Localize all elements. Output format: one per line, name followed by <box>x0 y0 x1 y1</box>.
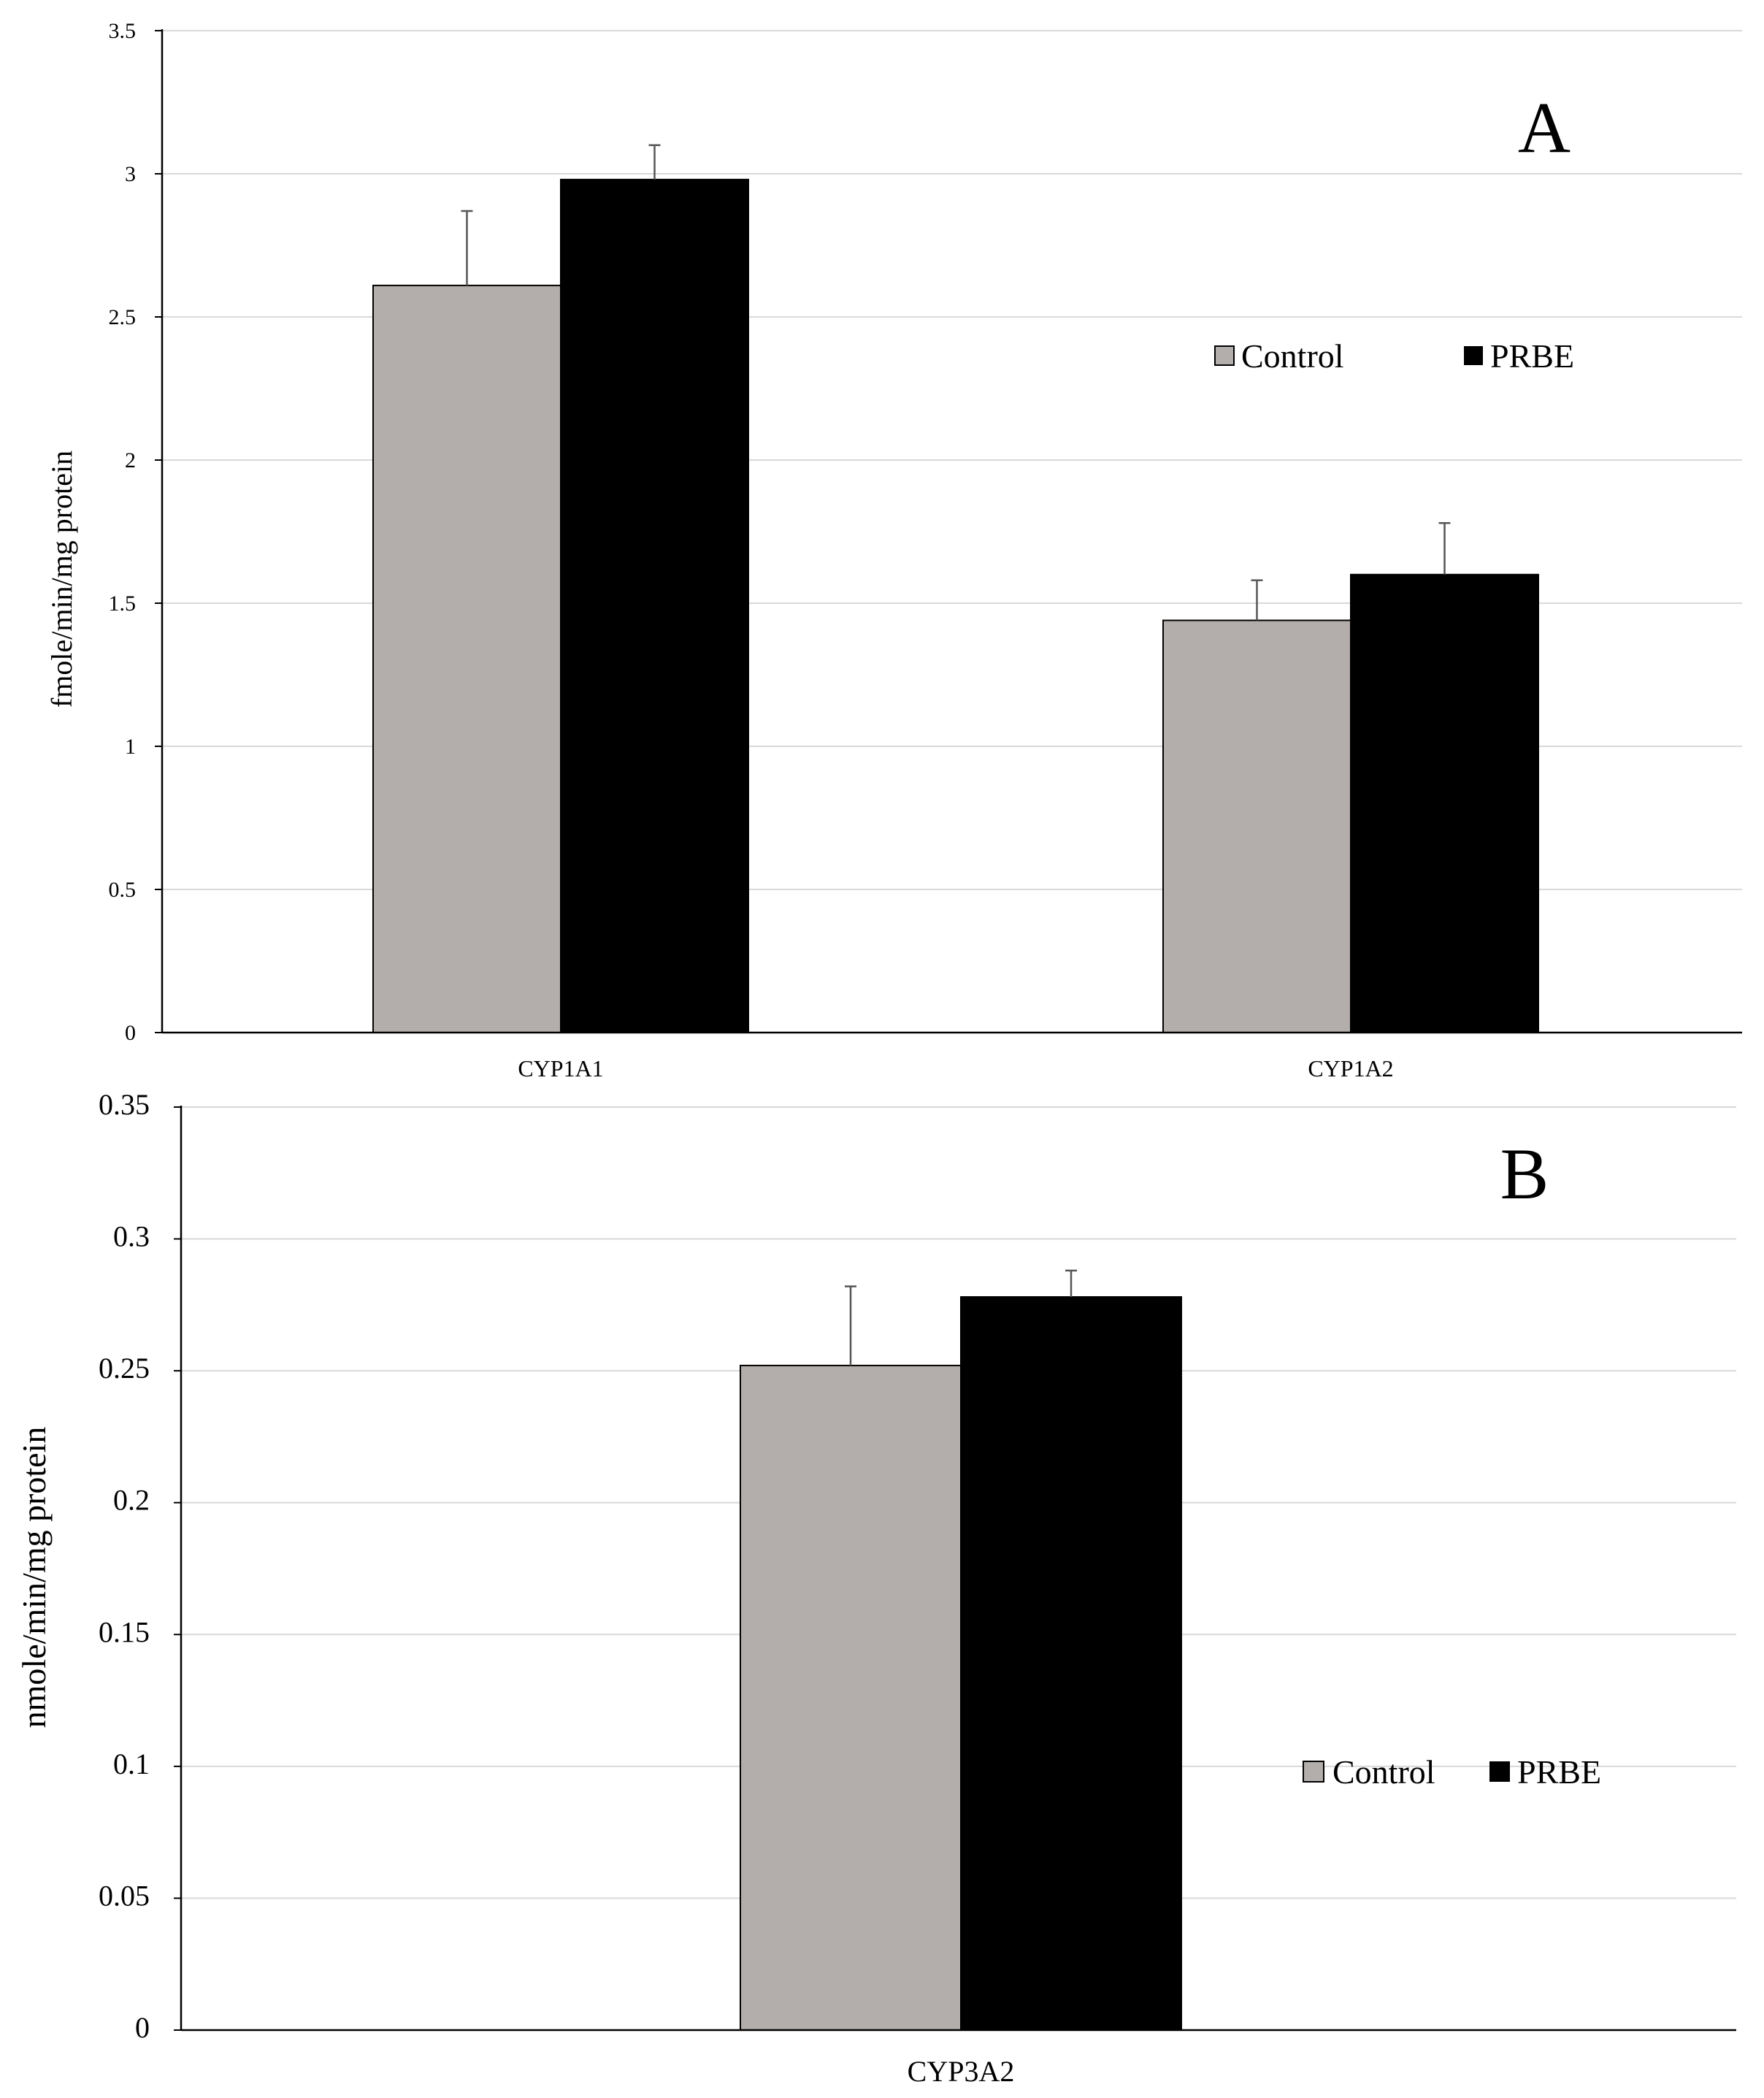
y-tick-label-b: 0.35 <box>99 1088 150 1121</box>
y-tick-label-b: 0.2 <box>113 1484 150 1517</box>
error-bars-b <box>845 1269 1077 1366</box>
y-tick-label-b: 0.1 <box>113 1747 150 1780</box>
y-tick-label-a: 2 <box>125 448 136 472</box>
bar-prbe-cyp3a2 <box>960 1296 1182 2031</box>
error-bars-a <box>461 144 1451 621</box>
x-category-label-cyp3a2: CYP3A2 <box>908 2055 1015 2088</box>
y-tick-label-b: 0.3 <box>113 1220 150 1253</box>
y-tick-label-b: 0.05 <box>99 1879 150 1912</box>
y-tick-label-a: 1 <box>125 735 136 759</box>
y-ticks-b: 0 0.05 0.1 0.15 0.2 0.25 0.3 0.35 <box>99 1088 181 2044</box>
legend-swatch-control-b <box>1303 1761 1324 1783</box>
y-tick-label-a: 0.5 <box>109 878 137 902</box>
y-axis-label-a: fmole/min/mg protein <box>45 451 78 708</box>
y-tick-label-a: 3.5 <box>109 19 137 43</box>
x-categories-a: CYP1A1 CYP1A2 <box>518 1055 1393 1081</box>
y-tick-label-a: 2.5 <box>109 305 137 329</box>
legend-label-control-b: Control <box>1332 1753 1435 1791</box>
bar-control-cyp1a1 <box>372 284 561 1033</box>
bars-b <box>740 1296 1182 2032</box>
legend-label-prbe-b: PRBE <box>1517 1753 1601 1791</box>
legend-swatch-prbe-b <box>1489 1761 1510 1782</box>
legend-swatch-control-a <box>1214 345 1235 366</box>
legend-swatch-prbe-a <box>1464 346 1483 365</box>
y-tick-label-b: 0.15 <box>99 1615 150 1648</box>
y-ticks-a: 0 0.5 1 1.5 2 2.5 3 3.5 <box>109 19 162 1045</box>
chart-panel-b: 0 0.05 0.1 0.15 0.2 0.25 0.3 0.35 CYP3A2 nmole/… <box>15 1088 1736 2088</box>
x-category-label-cyp1a2: CYP1A2 <box>1308 1055 1393 1081</box>
panel-label-a: A <box>1518 87 1571 168</box>
bar-prbe-cyp1a2 <box>1350 573 1539 1033</box>
x-categories-b: CYP3A2 <box>908 2055 1015 2088</box>
y-tick-label-b: 0 <box>135 2011 150 2044</box>
chart-panel-a: 0 0.5 1 1.5 2 2.5 3 3.5 CYP1A1 CYP1A2 fmole/min/… <box>45 19 1742 1081</box>
bar-control-cyp1a2 <box>1162 619 1351 1033</box>
panel-label-b: B <box>1500 1133 1549 1214</box>
axes-b <box>180 1106 1736 2032</box>
x-category-label-cyp1a1: CYP1A1 <box>518 1055 603 1081</box>
y-tick-label-a: 3 <box>125 162 136 186</box>
y-tick-label-a: 0 <box>125 1021 136 1045</box>
y-axis-label-b: nmole/min/mg protein <box>15 1427 53 1728</box>
axes-a <box>161 29 1742 1034</box>
y-tick-label-b: 0.25 <box>99 1352 150 1385</box>
legend-a: Control PRBE <box>1214 337 1574 375</box>
bars-a <box>372 178 1539 1034</box>
legend-b: Control PRBE <box>1303 1753 1601 1791</box>
bar-prbe-cyp1a1 <box>560 178 749 1034</box>
bar-control-cyp3a2 <box>740 1364 962 2032</box>
legend-label-prbe-a: PRBE <box>1490 337 1574 375</box>
legend-label-control-a: Control <box>1241 337 1344 375</box>
y-tick-label-a: 1.5 <box>109 592 137 616</box>
